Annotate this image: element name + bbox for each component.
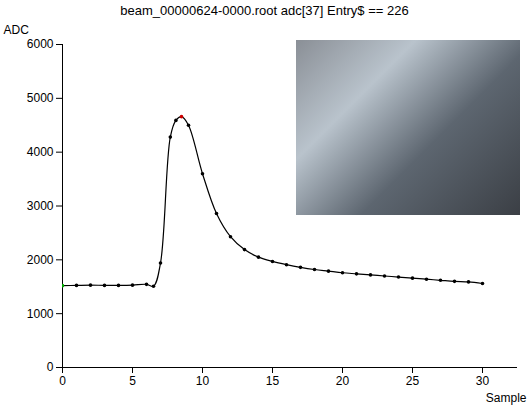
svg-text:1000: 1000: [27, 307, 54, 321]
svg-text:6000: 6000: [27, 37, 54, 51]
svg-text:4000: 4000: [27, 145, 54, 159]
svg-text:0: 0: [47, 360, 54, 374]
svg-text:Sample: Sample: [486, 391, 527, 405]
svg-text:15: 15: [266, 374, 280, 388]
svg-text:2000: 2000: [27, 253, 54, 267]
svg-text:20: 20: [336, 374, 350, 388]
svg-text:25: 25: [406, 374, 420, 388]
svg-text:ADC: ADC: [4, 23, 30, 37]
svg-text:10: 10: [196, 374, 210, 388]
svg-text:3000: 3000: [27, 199, 54, 213]
html-text:beam_00000624-0000.root adc[37: beam_00000624-0000.root adc[37] Entry$ =…: [120, 3, 409, 18]
svg-text:30: 30: [476, 374, 490, 388]
svg-text:0: 0: [59, 374, 66, 388]
svg-text:5000: 5000: [27, 91, 54, 105]
svg-text:5: 5: [129, 374, 136, 388]
